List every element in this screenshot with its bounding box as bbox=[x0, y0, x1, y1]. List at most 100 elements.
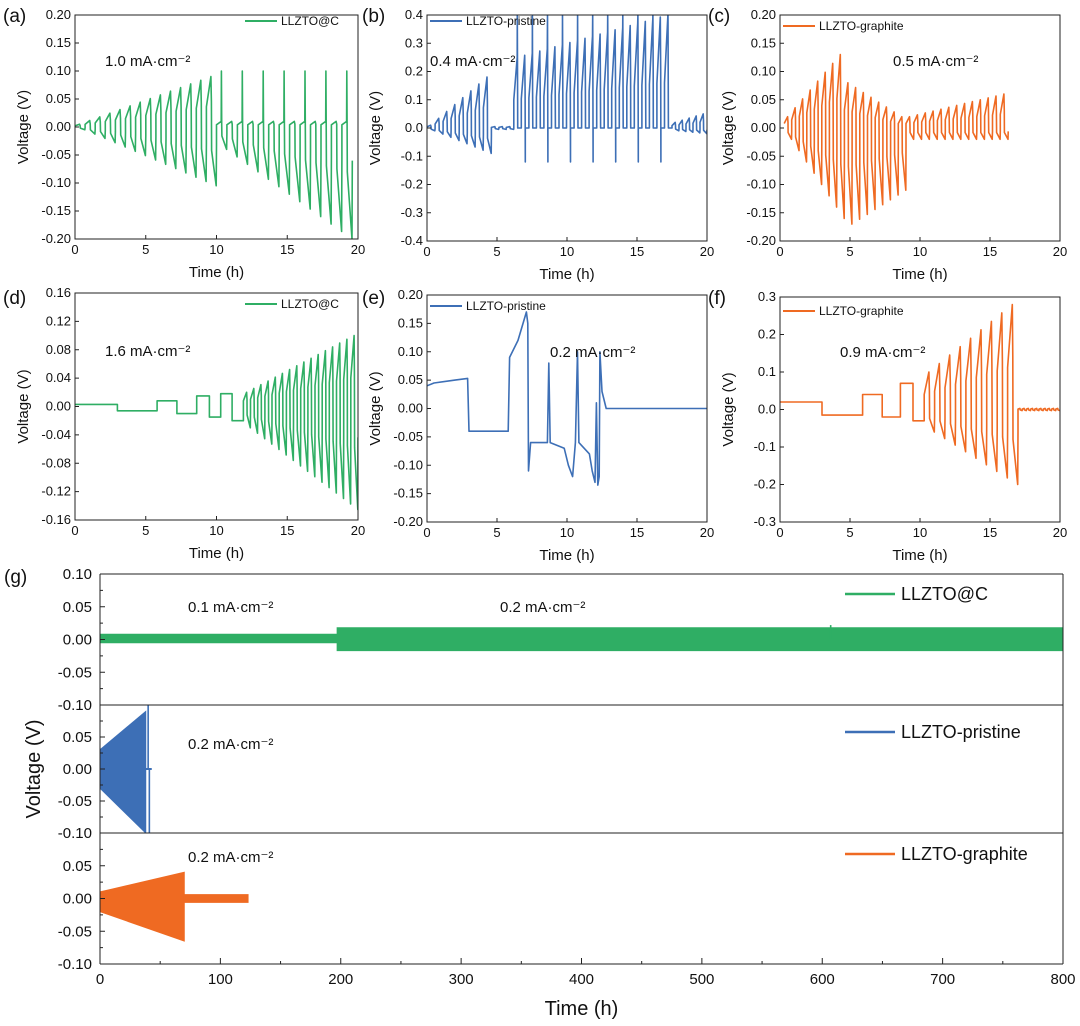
panel-label: (a) bbox=[3, 6, 26, 27]
y-tick-label: 0.0 bbox=[758, 402, 776, 417]
legend-label: LLZTO-graphite bbox=[819, 19, 904, 33]
y-tick-label: 0.00 bbox=[46, 399, 71, 414]
x-tick-label: 15 bbox=[983, 244, 997, 259]
cycling-band bbox=[336, 627, 1063, 652]
y-tick-label: 0.4 bbox=[405, 7, 423, 22]
x-tick-label: 15 bbox=[280, 523, 294, 538]
x-tick-label: 10 bbox=[209, 523, 223, 538]
legend-label: LLZTO-pristine bbox=[466, 299, 546, 313]
y-axis-label: Voltage (V) bbox=[23, 720, 45, 819]
y-axis-label: Voltage (V) bbox=[15, 90, 32, 164]
subplot-LLZTO@C: -0.10 -0.05 0.00 0.05 0.10 0.1 mA·cm⁻² 0.2 mA·… bbox=[58, 566, 1064, 714]
x-tick-label: 0 bbox=[776, 244, 783, 259]
series-line-LLZTO@C bbox=[75, 70, 354, 239]
legend-label: LLZTO-graphite bbox=[901, 844, 1028, 864]
x-tick-label: 15 bbox=[983, 525, 997, 540]
x-axis-label: Time (h) bbox=[892, 266, 947, 283]
legend-label: LLZTO@C bbox=[281, 297, 339, 311]
y-tick-label: -0.10 bbox=[746, 177, 776, 192]
x-tick-label: 0 bbox=[423, 525, 430, 540]
y-tick-label: 0.2 bbox=[405, 64, 423, 79]
y-tick-label: -0.3 bbox=[754, 514, 776, 529]
x-tick-label: 0 bbox=[96, 971, 104, 988]
series-line-LLZTO-graphite bbox=[783, 53, 1009, 225]
y-tick-label: -0.05 bbox=[746, 148, 776, 163]
series-line-LLZTO-graphite bbox=[780, 303, 1060, 486]
x-tick-label: 20 bbox=[351, 523, 365, 538]
y-tick-label: 0.15 bbox=[398, 315, 423, 330]
y-tick-label: -0.10 bbox=[41, 175, 71, 190]
x-axis-label: Time (h) bbox=[545, 998, 619, 1020]
series-line-LLZTO-pristine bbox=[427, 15, 707, 163]
x-tick-label: 10 bbox=[913, 244, 927, 259]
y-tick-label: 0.00 bbox=[63, 632, 92, 649]
y-tick-label: 0.05 bbox=[63, 599, 92, 616]
x-tick-label: 15 bbox=[630, 525, 644, 540]
y-tick-label: 0.3 bbox=[405, 35, 423, 50]
x-tick-label: 5 bbox=[493, 244, 500, 259]
panel-c: 0 5 10 15 20 -0.20 -0.15 -0.10 -0.05 0.00 0.05 0.10… bbox=[708, 6, 1067, 283]
x-tick-label: 15 bbox=[630, 244, 644, 259]
x-tick-label: 10 bbox=[209, 242, 223, 257]
x-tick-label: 20 bbox=[1053, 525, 1067, 540]
y-tick-label: -0.20 bbox=[393, 514, 423, 529]
y-tick-label: -0.10 bbox=[58, 825, 92, 842]
y-tick-label: 0.15 bbox=[46, 35, 71, 50]
y-tick-label: 0.05 bbox=[46, 91, 71, 106]
series-line-LLZTO-pristine bbox=[427, 311, 707, 486]
legend-label: LLZTO@C bbox=[281, 14, 339, 28]
panel-label: (f) bbox=[708, 288, 726, 309]
y-axis-label: Voltage (V) bbox=[367, 91, 384, 165]
y-tick-label: 0.10 bbox=[63, 566, 92, 583]
y-tick-label: 0.20 bbox=[46, 7, 71, 22]
y-tick-label: -0.4 bbox=[401, 233, 423, 248]
y-tick-label: -0.1 bbox=[754, 439, 776, 454]
x-tick-label: 0 bbox=[71, 242, 78, 257]
panel-label: (d) bbox=[3, 288, 26, 309]
x-tick-label: 0 bbox=[776, 525, 783, 540]
y-tick-label: -0.04 bbox=[41, 427, 71, 442]
x-tick-label: 20 bbox=[351, 242, 365, 257]
x-tick-label: 800 bbox=[1050, 971, 1075, 988]
current-density-annotation: 0.2 mA·cm⁻² bbox=[188, 849, 273, 866]
y-tick-label: -0.1 bbox=[401, 148, 423, 163]
y-tick-label: 0.0 bbox=[405, 120, 423, 135]
y-tick-label: -0.05 bbox=[58, 664, 92, 681]
y-tick-label: -0.20 bbox=[41, 231, 71, 246]
y-tick-label: -0.15 bbox=[41, 203, 71, 218]
legend-label: LLZTO-pristine bbox=[901, 722, 1021, 742]
legend-label: LLZTO-graphite bbox=[819, 304, 904, 318]
x-tick-label: 20 bbox=[700, 244, 714, 259]
y-tick-label: 0.00 bbox=[63, 761, 92, 778]
y-tick-label: -0.15 bbox=[746, 205, 776, 220]
panel-a: 0 5 10 15 20 -0.20 -0.15 -0.10 -0.05 0.00 0.05 0.10… bbox=[3, 6, 365, 281]
x-tick-label: 200 bbox=[328, 971, 353, 988]
current-density-annotation: 0.2 mA·cm⁻² bbox=[500, 599, 585, 616]
y-tick-label: -0.10 bbox=[393, 457, 423, 472]
y-tick-label: 0.20 bbox=[398, 287, 423, 302]
panel-label: (e) bbox=[362, 288, 385, 309]
y-axis-label: Voltage (V) bbox=[720, 91, 737, 165]
current-density-annotation: 0.4 mA·cm⁻² bbox=[430, 53, 515, 70]
cycling-band bbox=[100, 710, 147, 833]
x-tick-label: 5 bbox=[142, 242, 149, 257]
x-axis-label: Time (h) bbox=[539, 547, 594, 564]
x-tick-label: 0 bbox=[423, 244, 430, 259]
y-tick-label: 0.05 bbox=[398, 372, 423, 387]
panel-b: 0 5 10 15 20 -0.4 -0.3 -0.2 -0.1 0.0 0.1 0.2 0.3 0.4 T… bbox=[362, 6, 714, 283]
y-tick-label: 0.12 bbox=[46, 313, 71, 328]
y-tick-label: 0.05 bbox=[63, 858, 92, 875]
y-tick-label: 0.20 bbox=[751, 7, 776, 22]
y-tick-label: -0.05 bbox=[393, 429, 423, 444]
panel-d: 0 5 10 15 20 -0.16 -0.12 -0.08 -0.04 0.00 0.04 0.08… bbox=[3, 285, 365, 562]
y-tick-label: -0.08 bbox=[41, 455, 71, 470]
y-tick-label: 0.2 bbox=[758, 327, 776, 342]
y-tick-label: 0.00 bbox=[398, 401, 423, 416]
current-density-annotation: 0.9 mA·cm⁻² bbox=[840, 344, 925, 361]
y-tick-label: 0.08 bbox=[46, 342, 71, 357]
y-axis-label: Voltage (V) bbox=[367, 371, 384, 445]
y-tick-label: 0.05 bbox=[63, 729, 92, 746]
series-line-LLZTO@C bbox=[75, 334, 358, 511]
y-tick-label: -0.05 bbox=[58, 793, 92, 810]
